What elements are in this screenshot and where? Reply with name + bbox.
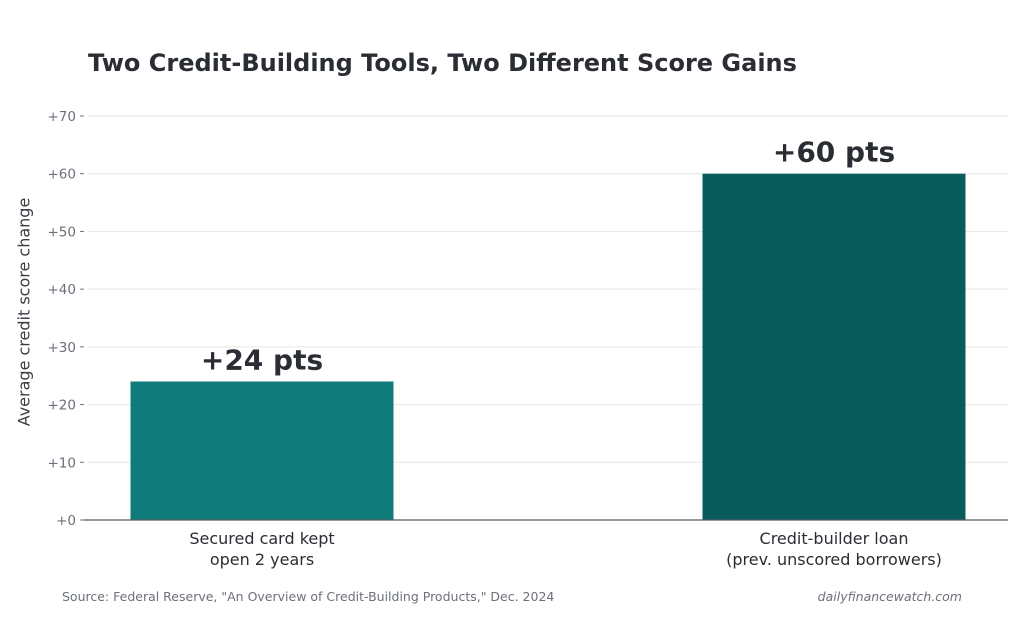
y-axis-ticks: +0 +10 +20 +30 +40 +50 +60 +70: [48, 109, 84, 529]
brand-credit: dailyfinancewatch.com: [817, 589, 962, 604]
bar: [130, 381, 394, 520]
x-tick-label: Secured card kept open 2 years: [189, 529, 334, 569]
y-tick-label: +40: [48, 282, 77, 298]
x-tick-label: Credit-builder loan (prev. unscored borro…: [726, 529, 942, 569]
bar-value-label: +60 pts: [773, 136, 895, 169]
chart-title: Two Credit-Building Tools, Two Different…: [88, 49, 797, 77]
bar: [702, 173, 966, 520]
source-note: Source: Federal Reserve, "An Overview of…: [62, 589, 555, 604]
data-labels: +24 pts +60 pts: [201, 136, 895, 377]
y-tick-label: +70: [48, 109, 77, 125]
bars: [130, 173, 966, 520]
y-tick-label: +60: [48, 167, 77, 183]
x-tick-label-line: (prev. unscored borrowers): [726, 550, 942, 569]
y-tick-label: +0: [56, 513, 76, 529]
x-tick-label-line: Secured card kept: [189, 529, 334, 548]
x-tick-label-line: open 2 years: [210, 550, 314, 569]
y-tick-label: +30: [48, 340, 77, 356]
y-tick-label: +20: [48, 398, 77, 414]
y-tick-label: +10: [48, 455, 77, 471]
x-axis-ticks: Secured card kept open 2 years Credit-buil…: [189, 529, 942, 569]
x-tick-label-line: Credit-builder loan: [760, 529, 909, 548]
y-tick-label: +50: [48, 224, 77, 240]
bar-value-label: +24 pts: [201, 343, 323, 376]
